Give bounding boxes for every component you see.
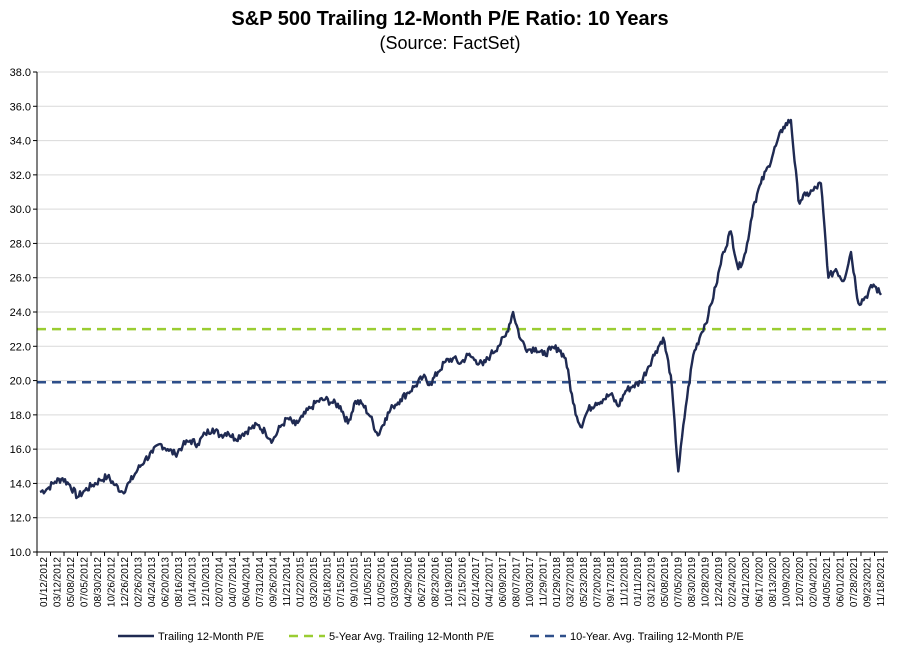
x-tick-label: 08/30/2019 bbox=[687, 557, 698, 607]
x-tick-label: 04/24/2013 bbox=[147, 557, 158, 607]
legend-item-five-year-avg-label: 5-Year Avg. Trailing 12-Month P/E bbox=[329, 631, 494, 643]
y-tick-label: 10.0 bbox=[10, 547, 31, 559]
x-tick-label: 05/08/2019 bbox=[660, 557, 671, 607]
x-tick-label: 11/18/2021 bbox=[876, 557, 887, 607]
x-tick-label: 06/04/2014 bbox=[241, 557, 252, 607]
x-tick-label: 06/01/2021 bbox=[836, 557, 847, 607]
x-tick-label: 10/28/2019 bbox=[701, 557, 712, 607]
x-tick-label: 03/12/2019 bbox=[647, 557, 658, 607]
x-tick-label: 10/26/2012 bbox=[106, 557, 117, 607]
y-tick-label: 36.0 bbox=[10, 101, 31, 113]
x-tick-label: 11/29/2017 bbox=[539, 557, 550, 607]
pe-line bbox=[39, 118, 883, 500]
x-tick-label: 07/05/2019 bbox=[674, 557, 685, 607]
average-lines bbox=[37, 327, 888, 384]
x-tick-label: 11/12/2018 bbox=[620, 557, 631, 607]
x-tick-label: 04/07/2014 bbox=[228, 557, 239, 607]
x-tick-label: 04/29/2016 bbox=[403, 557, 414, 607]
x-tick-label: 11/05/2015 bbox=[363, 557, 374, 607]
y-tick-label: 34.0 bbox=[10, 136, 31, 148]
x-tick-label: 09/10/2015 bbox=[349, 557, 360, 607]
legend-item-trailing-pe-label: Trailing 12-Month P/E bbox=[158, 631, 264, 643]
x-tick-label: 02/26/2013 bbox=[133, 557, 144, 607]
x-tick-label: 01/29/2018 bbox=[552, 557, 563, 607]
x-tick-label: 05/08/2012 bbox=[66, 557, 77, 607]
x-tick-label: 07/15/2015 bbox=[336, 557, 347, 607]
y-tick-label: 32.0 bbox=[10, 170, 31, 182]
x-tick-label: 05/18/2015 bbox=[322, 557, 333, 607]
x-tick-label: 09/17/2018 bbox=[606, 557, 617, 607]
x-tick-label: 03/27/2018 bbox=[566, 557, 577, 607]
x-tick-label: 09/23/2021 bbox=[863, 557, 874, 607]
x-tick-label: 03/12/2012 bbox=[52, 557, 63, 607]
y-tick-label: 24.0 bbox=[10, 307, 31, 319]
chart-title: S&P 500 Trailing 12-Month P/E Ratio: 10 … bbox=[231, 8, 669, 30]
gridlines bbox=[33, 71, 888, 553]
x-tick-label: 12/15/2016 bbox=[458, 557, 469, 607]
x-tick-label: 08/13/2020 bbox=[768, 557, 779, 607]
y-tick-label: 18.0 bbox=[10, 410, 31, 422]
x-tick-label: 05/23/2018 bbox=[579, 557, 590, 607]
x-tick-label: 12/26/2012 bbox=[120, 557, 131, 607]
x-tick-label: 02/04/2021 bbox=[809, 557, 820, 607]
x-tick-label: 03/03/2016 bbox=[390, 557, 401, 607]
x-tick-label: 07/28/2021 bbox=[849, 557, 860, 607]
x-tick-label: 02/14/2017 bbox=[471, 557, 482, 607]
x-tick-label: 06/09/2017 bbox=[498, 557, 509, 607]
y-tick-label: 30.0 bbox=[10, 204, 31, 216]
x-tick-label: 03/20/2015 bbox=[309, 557, 320, 607]
x-tick-label: 02/24/2020 bbox=[728, 557, 739, 607]
x-tick-label: 06/27/2016 bbox=[417, 557, 428, 607]
y-tick-labels: 10.0 12.0 14.0 16.0 18.0 20.0 22.0 24.0 26.0 28.0… bbox=[10, 67, 31, 559]
legend-item-ten-year-avg-label: 10-Year. Avg. Trailing 12-Month P/E bbox=[570, 631, 744, 643]
x-tick-labels: 01/12/2012 03/12/2012 05/08/2012 07/05/2012… bbox=[36, 552, 887, 607]
x-tick-label: 07/31/2014 bbox=[255, 557, 266, 607]
x-tick-label: 10/14/2013 bbox=[187, 557, 198, 607]
x-tick-label: 12/24/2019 bbox=[714, 557, 725, 607]
y-tick-label: 38.0 bbox=[10, 67, 31, 79]
x-tick-label: 08/16/2013 bbox=[174, 557, 185, 607]
y-tick-label: 14.0 bbox=[10, 478, 31, 490]
x-tick-label: 11/21/2014 bbox=[282, 557, 293, 607]
x-tick-label: 01/05/2016 bbox=[376, 557, 387, 607]
x-tick-label: 09/26/2014 bbox=[268, 557, 279, 607]
x-tick-label: 06/20/2013 bbox=[160, 557, 171, 607]
y-tick-label: 28.0 bbox=[10, 238, 31, 250]
x-tick-label: 04/12/2017 bbox=[485, 557, 496, 607]
y-tick-label: 26.0 bbox=[10, 273, 31, 285]
x-tick-label: 07/05/2012 bbox=[79, 557, 90, 607]
x-tick-label: 12/10/2013 bbox=[201, 557, 212, 607]
x-tick-label: 10/19/2016 bbox=[444, 557, 455, 607]
legend: Trailing 12-Month P/E 5-Year Avg. Trailin… bbox=[118, 631, 744, 643]
x-tick-label: 08/07/2017 bbox=[512, 557, 523, 607]
y-tick-label: 16.0 bbox=[10, 444, 31, 456]
x-tick-label: 07/20/2018 bbox=[593, 557, 604, 607]
x-tick-label: 02/07/2014 bbox=[214, 557, 225, 607]
x-tick-label: 06/17/2020 bbox=[755, 557, 766, 607]
x-tick-label: 10/09/2020 bbox=[782, 557, 793, 607]
x-tick-label: 01/22/2015 bbox=[295, 557, 306, 607]
x-tick-label: 08/30/2012 bbox=[93, 557, 104, 607]
chart-subtitle: (Source: FactSet) bbox=[379, 33, 521, 53]
x-tick-label: 01/11/2019 bbox=[633, 557, 644, 607]
x-tick-label: 04/21/2020 bbox=[741, 557, 752, 607]
x-tick-label: 01/12/2012 bbox=[39, 557, 50, 607]
x-tick-label: 04/05/2021 bbox=[822, 557, 833, 607]
y-tick-label: 12.0 bbox=[10, 513, 31, 525]
x-tick-label: 10/03/2017 bbox=[525, 557, 536, 607]
pe-series bbox=[39, 118, 883, 500]
x-tick-label: 08/23/2016 bbox=[430, 557, 441, 607]
x-tick-label: 12/07/2020 bbox=[795, 557, 806, 607]
y-tick-label: 20.0 bbox=[10, 376, 31, 388]
y-tick-label: 22.0 bbox=[10, 341, 31, 353]
